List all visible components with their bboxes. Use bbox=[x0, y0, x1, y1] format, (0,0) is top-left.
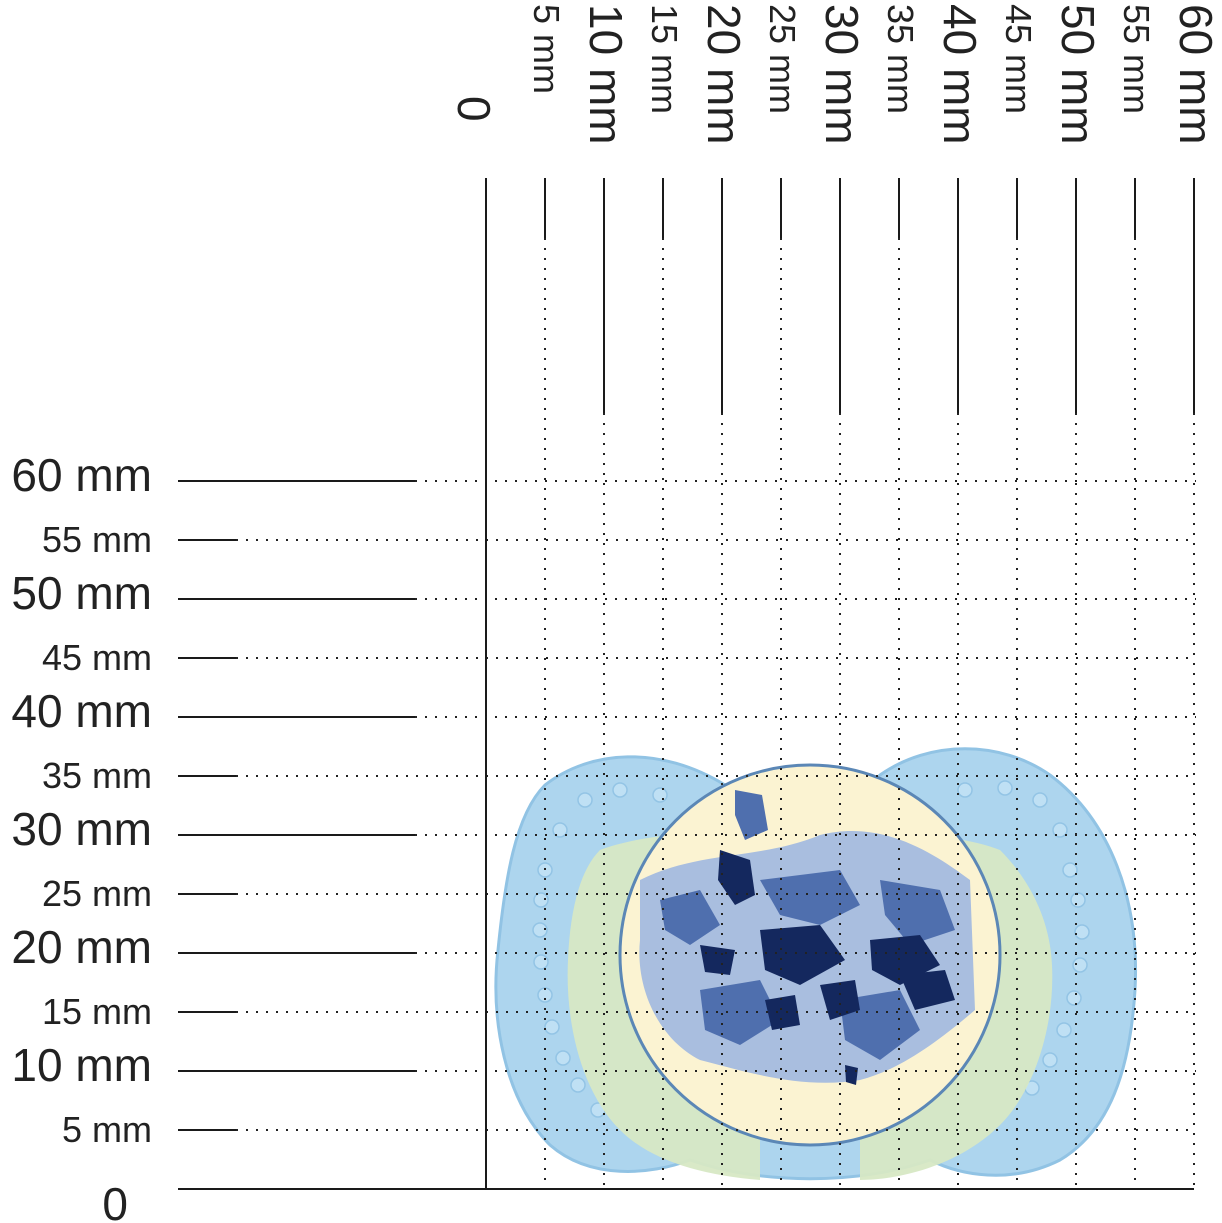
x-tick-label-60: 60 mm bbox=[1170, 4, 1222, 145]
y-tick-label-10: 10 mm bbox=[11, 1039, 152, 1091]
x-tick-label-25: 25 mm bbox=[762, 4, 803, 114]
y-tick-label-30: 30 mm bbox=[11, 803, 152, 855]
pacifier-icon bbox=[494, 747, 1138, 1181]
y-tick-label-15: 15 mm bbox=[42, 991, 152, 1032]
x-origin-label: 0 bbox=[448, 96, 500, 122]
y-tick-label-50: 50 mm bbox=[11, 567, 152, 619]
ruler-tick-lines bbox=[178, 178, 1195, 1131]
y-tick-label-45: 45 mm bbox=[42, 637, 152, 678]
x-tick-label-45: 45 mm bbox=[998, 4, 1039, 114]
y-tick-label-40: 40 mm bbox=[11, 685, 152, 737]
y-tick-labels: 5 mm 10 mm 15 mm 20 mm 25 mm 30 mm 35 mm 40 mm 4… bbox=[11, 449, 152, 1150]
y-tick-label-55: 55 mm bbox=[42, 519, 152, 560]
x-tick-label-40: 40 mm bbox=[934, 4, 986, 145]
x-tick-label-30: 30 mm bbox=[816, 4, 868, 145]
x-tick-label-10: 10 mm bbox=[580, 4, 632, 145]
x-tick-label-15: 15 mm bbox=[644, 4, 685, 114]
x-tick-label-35: 35 mm bbox=[880, 4, 921, 114]
y-tick-label-25: 25 mm bbox=[42, 873, 152, 914]
y-tick-label-5: 5 mm bbox=[62, 1109, 152, 1150]
x-tick-label-50: 50 mm bbox=[1052, 4, 1104, 145]
x-tick-label-20: 20 mm bbox=[698, 4, 750, 145]
pacifier-pattern bbox=[639, 795, 975, 1085]
y-tick-label-20: 20 mm bbox=[11, 921, 152, 973]
grid-dotted-lines bbox=[236, 238, 1196, 1189]
y-origin-label: 0 bbox=[102, 1178, 128, 1223]
y-tick-label-60: 60 mm bbox=[11, 449, 152, 501]
x-tick-labels: 5 mm 10 mm 15 mm 20 mm 25 mm 30 mm 35 mm 40 mm 4… bbox=[526, 4, 1222, 145]
y-tick-label-35: 35 mm bbox=[42, 755, 152, 796]
x-tick-label-5: 5 mm bbox=[526, 4, 567, 94]
pacifier-pattern-top bbox=[735, 790, 768, 840]
x-tick-label-55: 55 mm bbox=[1116, 4, 1157, 114]
